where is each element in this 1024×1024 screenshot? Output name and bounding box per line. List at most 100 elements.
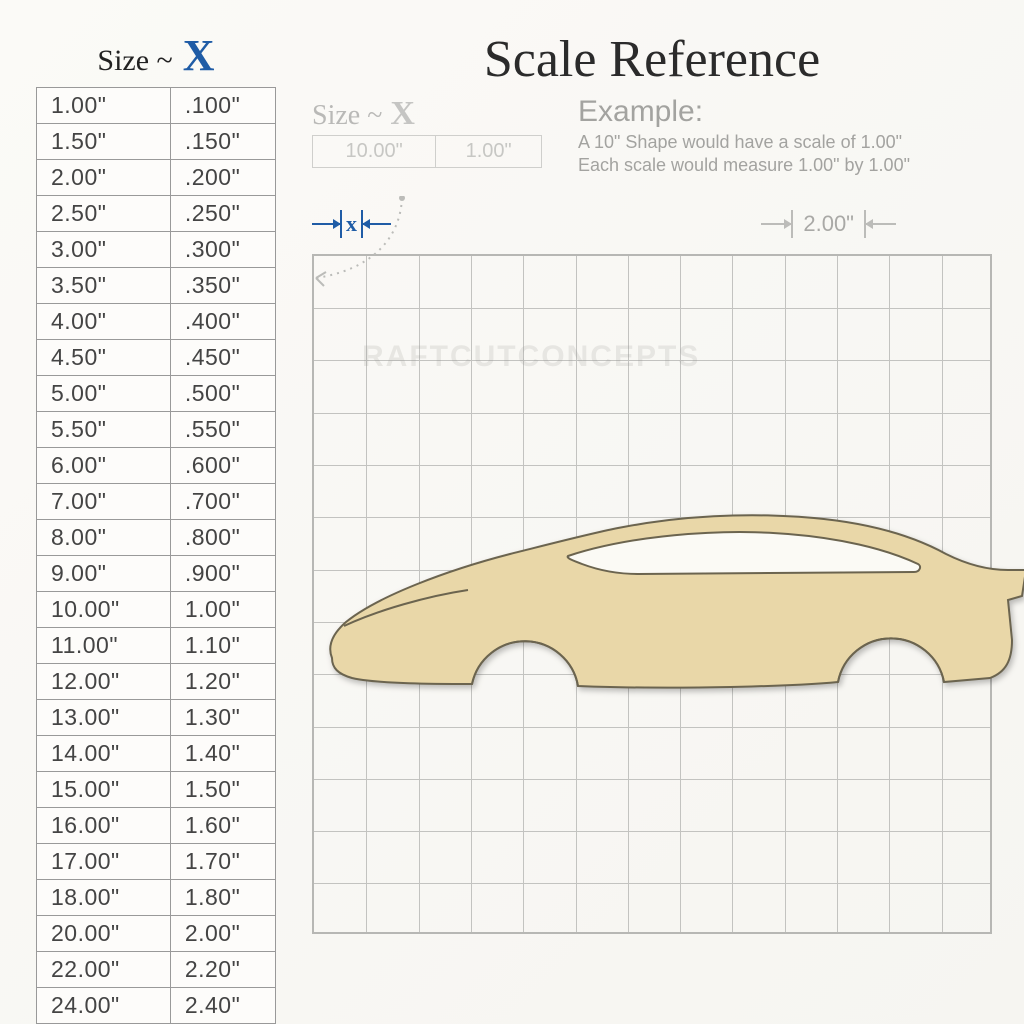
grid-wrap: RAFTCUTCONCEPTS (312, 254, 992, 934)
scale-cell: 1.00" (170, 592, 275, 628)
table-row: 2.00".200" (37, 160, 276, 196)
size-cell: 4.50" (37, 340, 171, 376)
scale-cell: 2.00" (170, 916, 275, 952)
scale-cell: 1.60" (170, 808, 275, 844)
table-row: 17.00"1.70" (37, 844, 276, 880)
scale-cell: .800" (170, 520, 275, 556)
scale-table-header: Size ~ X (97, 30, 214, 81)
mini-table-block: Size ~ X 10.00" 1.00" (312, 95, 542, 178)
size-x: X (183, 30, 215, 81)
size-cell: 17.00" (37, 844, 171, 880)
scale-cell: .400" (170, 304, 275, 340)
grid-line-horizontal (314, 883, 990, 884)
size-cell: 5.50" (37, 412, 171, 448)
table-row: 14.00"1.40" (37, 736, 276, 772)
scale-cell: 1.40" (170, 736, 275, 772)
scale-cell: 1.80" (170, 880, 275, 916)
mini-table-header: Size ~ X (312, 95, 542, 133)
table-row: 5.50".550" (37, 412, 276, 448)
table-row: 2.50".250" (37, 196, 276, 232)
size-cell: 8.00" (37, 520, 171, 556)
scale-cell: 1.20" (170, 664, 275, 700)
size-cell: 4.00" (37, 304, 171, 340)
scale-cell: 1.50" (170, 772, 275, 808)
mini-size-x: X (390, 95, 415, 133)
scale-table: 1.00".100"1.50".150"2.00".200"2.50".250"… (36, 87, 276, 1024)
example-line1: A 10" Shape would have a scale of 1.00" (578, 131, 992, 154)
watermark: RAFTCUTCONCEPTS (362, 340, 700, 374)
mini-table: 10.00" 1.00" (312, 135, 542, 168)
scale-table-panel: Size ~ X 1.00".100"1.50".150"2.00".200"2… (36, 30, 276, 994)
car-silhouette (318, 500, 1024, 730)
mini-cell-scale: 1.00" (436, 136, 542, 168)
scale-cell: .450" (170, 340, 275, 376)
table-row: 9.00".900" (37, 556, 276, 592)
size-cell: 20.00" (37, 916, 171, 952)
scale-cell: 2.40" (170, 988, 275, 1024)
size-cell: 1.50" (37, 124, 171, 160)
dimension-cell-label: 2.00" (793, 211, 864, 237)
table-row: 4.00".400" (37, 304, 276, 340)
table-row: 16.00"1.60" (37, 808, 276, 844)
scale-cell: .700" (170, 484, 275, 520)
size-cell: 7.00" (37, 484, 171, 520)
size-cell: 5.00" (37, 376, 171, 412)
table-row: 3.00".300" (37, 232, 276, 268)
scale-cell: 1.30" (170, 700, 275, 736)
table-row: 1.50".150" (37, 124, 276, 160)
info-row: Size ~ X 10.00" 1.00" Example: A 10" Sha… (312, 95, 992, 178)
table-row: 4.50".450" (37, 340, 276, 376)
size-word: Size ~ (97, 44, 172, 78)
size-cell: 11.00" (37, 628, 171, 664)
car-svg (318, 500, 1024, 730)
scale-cell: .550" (170, 412, 275, 448)
scale-cell: .200" (170, 160, 275, 196)
table-row: 20.00"2.00" (37, 916, 276, 952)
size-cell: 2.50" (37, 196, 171, 232)
reference-panel: Scale Reference Size ~ X 10.00" 1.00" Ex… (312, 30, 992, 994)
size-cell: 1.00" (37, 88, 171, 124)
scale-cell: .300" (170, 232, 275, 268)
table-row: 11.00"1.10" (37, 628, 276, 664)
size-cell: 16.00" (37, 808, 171, 844)
mini-cell-size: 10.00" (313, 136, 436, 168)
table-row: 3.50".350" (37, 268, 276, 304)
table-row: 15.00"1.50" (37, 772, 276, 808)
page: Size ~ X 1.00".100"1.50".150"2.00".200"2… (0, 0, 1024, 1024)
example-heading: Example: (578, 95, 992, 129)
table-row: 1.00".100" (37, 88, 276, 124)
dimension-x-marker: x (312, 210, 391, 238)
size-cell: 14.00" (37, 736, 171, 772)
table-row: 7.00".700" (37, 484, 276, 520)
mini-size-word: Size ~ (312, 100, 382, 132)
size-cell: 3.50" (37, 268, 171, 304)
scale-cell: .250" (170, 196, 275, 232)
table-row: 5.00".500" (37, 376, 276, 412)
size-cell: 22.00" (37, 952, 171, 988)
size-cell: 2.00" (37, 160, 171, 196)
scale-cell: .500" (170, 376, 275, 412)
scale-cell: .350" (170, 268, 275, 304)
page-title: Scale Reference (312, 30, 992, 89)
size-cell: 6.00" (37, 448, 171, 484)
dimension-x-label: x (342, 211, 361, 237)
size-cell: 3.00" (37, 232, 171, 268)
grid-line-horizontal (314, 831, 990, 832)
dimension-row: x 2.00" (312, 198, 992, 254)
scale-cell: .100" (170, 88, 275, 124)
example-block: Example: A 10" Shape would have a scale … (578, 95, 992, 178)
table-row: 18.00"1.80" (37, 880, 276, 916)
scale-cell: .600" (170, 448, 275, 484)
size-cell: 10.00" (37, 592, 171, 628)
table-row: 10.00"1.00" (37, 592, 276, 628)
scale-cell: 2.20" (170, 952, 275, 988)
table-row: 8.00".800" (37, 520, 276, 556)
size-cell: 13.00" (37, 700, 171, 736)
table-row: 22.00"2.20" (37, 952, 276, 988)
table-row: 13.00"1.30" (37, 700, 276, 736)
size-cell: 15.00" (37, 772, 171, 808)
size-cell: 12.00" (37, 664, 171, 700)
table-row: 6.00".600" (37, 448, 276, 484)
scale-cell: 1.10" (170, 628, 275, 664)
size-cell: 18.00" (37, 880, 171, 916)
